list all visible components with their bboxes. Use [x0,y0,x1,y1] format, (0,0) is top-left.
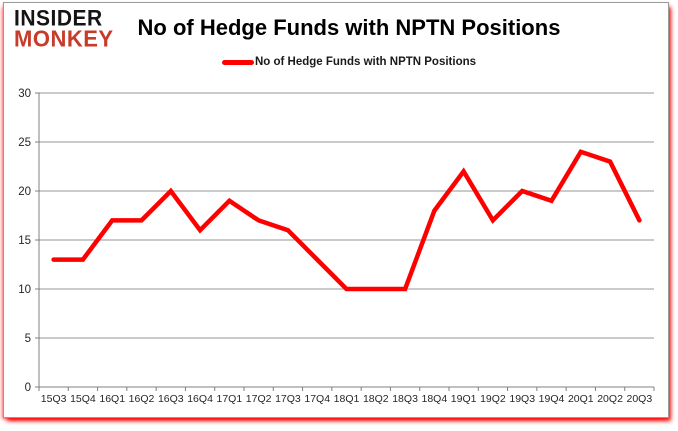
x-tick-label: 20Q2 [597,393,623,405]
y-tick-label: 0 [25,382,31,394]
y-tick-label: 20 [18,186,31,198]
x-tick-label: 18Q2 [363,393,389,405]
logo-text-insider: INSIDER [14,6,103,31]
x-tick-label: 19Q1 [451,393,477,405]
legend-line-marker [221,59,254,65]
x-tick-label: 20Q1 [568,393,594,405]
x-tick-label: 17Q4 [304,393,330,405]
x-tick-label: 15Q3 [41,393,67,405]
insider-monkey-logo: INSIDER MONKEY [14,6,114,52]
x-tick-label: 17Q3 [275,393,301,405]
logo-text-monkey: MONKEY [14,25,114,52]
x-tick-label: 18Q3 [392,393,418,405]
y-tick-label: 15 [18,235,31,247]
chart-title: No of Hedge Funds with NPTN Positions [137,15,561,40]
x-tick-label: 19Q4 [539,393,565,405]
x-tick-label: 17Q2 [246,393,272,405]
y-tick-label: 30 [18,88,31,100]
line-chart: 0 5 10 15 20 25 30 15Q3 15Q4 16Q1 16Q2 16Q3 16Q4 17Q1… [18,88,655,405]
legend: No of Hedge Funds with NPTN Positions [137,56,561,68]
series-line [51,149,642,292]
y-tick-label: 5 [25,333,31,345]
legend-label: No of Hedge Funds with NPTN Positions [254,56,477,68]
x-tick-label: 18Q4 [422,393,448,405]
x-tick-label: 16Q4 [187,393,213,405]
y-tick-label: 10 [18,284,31,296]
x-tick-label: 16Q1 [99,393,125,405]
x-tick-label: 18Q1 [334,393,360,405]
x-tick-label: 16Q3 [158,393,184,405]
x-tick-label: 19Q2 [480,393,506,405]
x-tick-label: 16Q2 [129,393,155,405]
y-tick-label: 25 [18,137,31,149]
x-tick-label: 17Q1 [217,393,243,405]
x-tick-label: 19Q3 [509,393,535,405]
chart-card: INSIDER MONKEY No of Hedge Funds with NP… [3,2,669,418]
x-tick-label: 15Q4 [70,393,96,405]
x-tick-label: 20Q3 [627,393,653,405]
